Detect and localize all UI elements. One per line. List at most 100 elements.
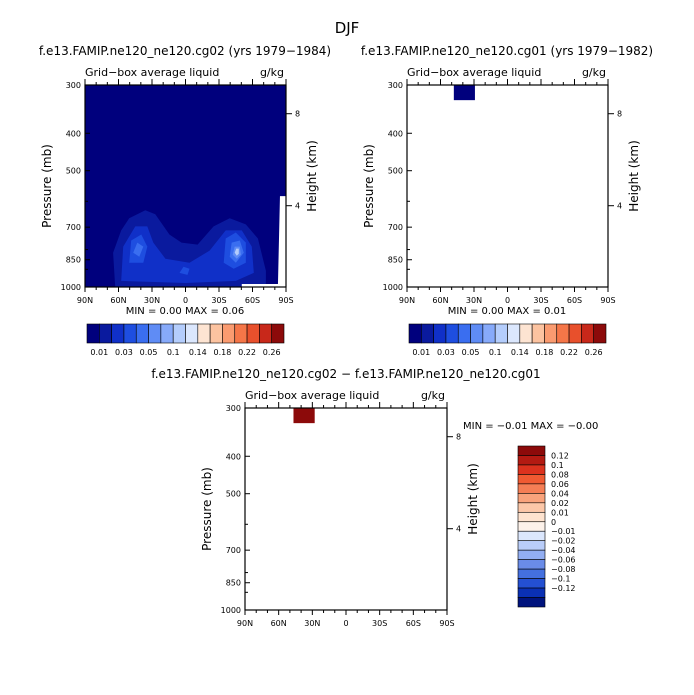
x-tick-label: 60S	[406, 619, 421, 628]
x-tick-label: 60S	[245, 296, 260, 305]
panel-cg01-units-label: g/kg	[582, 66, 606, 79]
colorbar-box	[517, 587, 546, 598]
panel-diff-variable-label: Grid−box average liquid	[245, 389, 379, 402]
x-tick-label: 90N	[399, 296, 415, 305]
colorbar-label: −0.12	[551, 584, 576, 593]
contour-fill-base	[407, 85, 608, 287]
y2-tick-label: 4	[617, 202, 622, 211]
contour-fill-base	[245, 408, 447, 610]
colorbar-label: −0.02	[551, 537, 576, 546]
colorbar-box	[517, 464, 546, 475]
y-tick-label: 300	[66, 81, 81, 90]
x-tick-label: 30S	[533, 296, 548, 305]
y-tick-label: 1000	[61, 283, 81, 292]
panel-diff-ylabel: Pressure (mb)	[200, 467, 214, 551]
colorbar-box	[519, 323, 533, 344]
colorbar-box	[531, 323, 545, 344]
x-tick-label: 30N	[466, 296, 482, 305]
y-tick-label: 400	[66, 129, 81, 138]
colorbar-box	[421, 323, 434, 344]
y-tick-label: 300	[388, 81, 403, 90]
y2-tick-label: 8	[456, 433, 461, 442]
x-tick-label: 60N	[110, 296, 126, 305]
y-tick-label: 1000	[221, 606, 241, 615]
colorbar-box	[568, 323, 582, 344]
colorbar-box	[581, 323, 594, 344]
colorbar-box	[507, 323, 521, 344]
panel-cg01-variable-label: Grid−box average liquid	[407, 66, 541, 79]
colorbar-label: 0.02	[551, 499, 569, 508]
colorbar-box	[517, 502, 546, 513]
colorbar-label: 0.01	[551, 508, 569, 517]
panel-cg02-ylabel: Pressure (mb)	[40, 144, 54, 228]
y2-tick-label: 4	[295, 202, 300, 211]
colorbar-box	[160, 323, 174, 344]
colorbar-label: 0.26	[585, 348, 603, 357]
colorbar-label: −0.04	[551, 546, 576, 555]
y-tick-label: 850	[66, 256, 81, 265]
x-tick-label: 30N	[304, 619, 320, 628]
colorbar-label: 0.22	[238, 348, 256, 357]
colorbar-label: 0.03	[437, 348, 455, 357]
colorbar-box	[517, 568, 546, 579]
y-tick-label: 850	[388, 256, 403, 265]
panel-diff-stats: MIN = −0.01 MAX = −0.00	[463, 421, 598, 432]
colorbar-label: 0.12	[551, 451, 569, 460]
x-tick-label: 90S	[278, 296, 293, 305]
colorbar-box	[197, 323, 211, 344]
contour-fill-level3-eq	[179, 266, 190, 275]
y-tick-label: 700	[226, 546, 241, 555]
colorbar-box	[482, 323, 496, 344]
colorbar-label: 0.18	[214, 348, 232, 357]
colorbar-box	[246, 323, 260, 344]
colorbar-box	[517, 578, 546, 589]
colorbar-box	[517, 483, 546, 494]
colorbar-box	[408, 323, 422, 344]
page-title: DJF	[335, 19, 360, 37]
colorbar-label: −0.08	[551, 565, 576, 574]
panel-cg02-variable-label: Grid−box average liquid	[85, 66, 219, 79]
colorbar-label: 0.1	[489, 348, 502, 357]
colorbar-box	[433, 323, 447, 344]
colorbar-box	[517, 445, 546, 456]
colorbar-box	[517, 597, 546, 608]
colorbar-label: −0.1	[551, 575, 570, 584]
x-tick-label: 60S	[567, 296, 582, 305]
x-tick-label: 0	[343, 619, 348, 628]
colorbar-box	[99, 323, 112, 344]
colorbar-box	[222, 323, 236, 344]
colorbar-box	[86, 323, 100, 344]
contour-fill-patch	[293, 408, 315, 424]
y-tick-label: 400	[388, 129, 403, 138]
x-tick-label: 90S	[600, 296, 615, 305]
x-tick-label: 90S	[439, 619, 454, 628]
colorbar-label: 0.18	[536, 348, 554, 357]
panel-cg02-frame	[84, 84, 287, 288]
x-tick-label: 60N	[432, 296, 448, 305]
colorbar-label: −0.01	[551, 527, 576, 536]
y-tick-label: 850	[226, 579, 241, 588]
colorbar-box	[517, 455, 546, 466]
colorbar-label: 0.1	[551, 461, 564, 470]
x-tick-label: 90N	[237, 619, 253, 628]
y2-tick-label: 8	[617, 110, 622, 119]
colorbar-box	[123, 323, 137, 344]
panel-cg01-stats: MIN = 0.00 MAX = 0.01	[448, 306, 567, 317]
y-tick-label: 500	[226, 490, 241, 499]
colorbar-label: 0.26	[263, 348, 281, 357]
y-tick-label: 1000	[383, 283, 403, 292]
panel-cg02-title: f.e13.FAMIP.ne120_ne120.cg02 (yrs 1979−1…	[39, 44, 331, 58]
panel-cg01-title: f.e13.FAMIP.ne120_ne120.cg01 (yrs 1979−1…	[361, 44, 653, 58]
y-tick-label: 300	[226, 404, 241, 413]
colorbar-box	[111, 323, 125, 344]
colorbar-box	[517, 521, 546, 532]
colorbar-box	[517, 549, 546, 560]
colorbar-label: 0.14	[511, 348, 529, 357]
y2-tick-label: 8	[295, 110, 300, 119]
y-tick-label: 400	[226, 452, 241, 461]
colorbar-box	[172, 323, 186, 344]
colorbar-box	[135, 323, 149, 344]
panel-diff-units-label: g/kg	[421, 389, 445, 402]
x-tick-label: 0	[505, 296, 510, 305]
y-tick-label: 500	[66, 167, 81, 176]
